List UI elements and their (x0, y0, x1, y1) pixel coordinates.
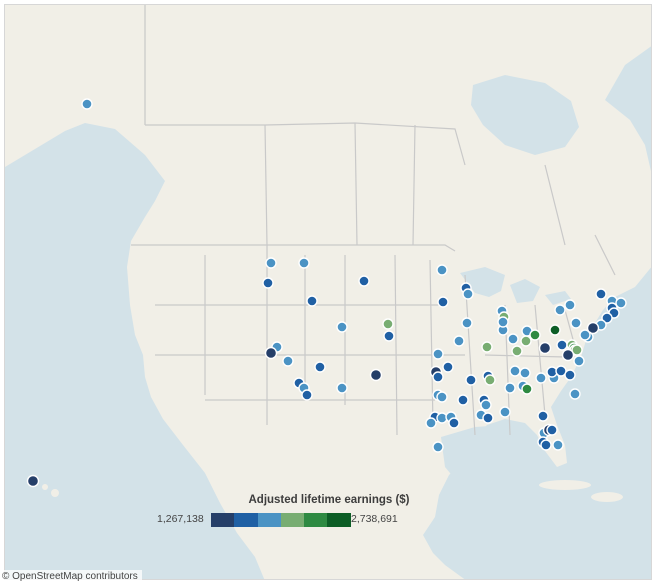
map-attribution[interactable]: © OpenStreetMap contributors (0, 570, 142, 583)
city-marker[interactable] (465, 374, 477, 386)
city-marker[interactable] (358, 275, 370, 287)
city-marker[interactable] (552, 439, 564, 451)
legend-color-scale (211, 513, 351, 527)
map-basemap (5, 5, 651, 579)
city-marker[interactable] (537, 410, 549, 422)
city-marker[interactable] (507, 333, 519, 345)
city-marker[interactable] (554, 304, 566, 316)
city-marker[interactable] (538, 341, 552, 355)
legend-swatch (280, 513, 305, 527)
city-marker[interactable] (535, 372, 547, 384)
city-marker[interactable] (540, 439, 552, 451)
water-gulf-of-mexico (441, 425, 537, 489)
marker-layer (26, 98, 627, 488)
city-marker[interactable] (336, 321, 348, 333)
legend-swatch (234, 513, 258, 527)
city-marker[interactable] (336, 382, 348, 394)
legend-swatch (304, 513, 328, 527)
legend-title: Adjusted lifetime earnings ($) (248, 494, 410, 506)
city-marker[interactable] (425, 417, 437, 429)
city-marker[interactable] (442, 361, 454, 373)
city-marker[interactable] (481, 341, 493, 353)
city-marker[interactable] (569, 388, 581, 400)
water-hudson-bay (471, 75, 579, 155)
city-marker[interactable] (81, 98, 93, 110)
city-marker[interactable] (436, 264, 448, 276)
city-marker[interactable] (521, 383, 533, 395)
city-marker[interactable] (461, 317, 473, 329)
city-marker[interactable] (519, 367, 531, 379)
city-marker[interactable] (615, 297, 627, 309)
city-marker[interactable] (437, 296, 449, 308)
city-marker[interactable] (497, 316, 509, 328)
city-marker[interactable] (26, 474, 40, 488)
legend-swatch (211, 513, 235, 527)
city-marker[interactable] (480, 399, 492, 411)
map-canvas[interactable] (4, 4, 652, 580)
legend-swatch (257, 513, 281, 527)
city-marker[interactable] (265, 257, 277, 269)
city-marker[interactable] (504, 382, 516, 394)
city-marker[interactable] (382, 318, 394, 330)
city-marker[interactable] (383, 330, 395, 342)
city-marker[interactable] (564, 299, 576, 311)
legend-min-label: 1,267,138 (157, 513, 204, 525)
city-marker[interactable] (436, 391, 448, 403)
city-marker[interactable] (298, 257, 310, 269)
city-marker[interactable] (282, 355, 294, 367)
city-marker[interactable] (264, 346, 278, 360)
city-marker[interactable] (306, 295, 318, 307)
city-marker[interactable] (499, 406, 511, 418)
city-marker[interactable] (509, 365, 521, 377)
city-marker[interactable] (453, 335, 465, 347)
legend-swatch (327, 513, 351, 527)
city-marker[interactable] (586, 321, 600, 335)
city-marker[interactable] (549, 324, 561, 336)
city-marker[interactable] (601, 312, 613, 324)
city-marker[interactable] (462, 288, 474, 300)
city-marker[interactable] (570, 317, 582, 329)
water-gulf-of-alaska (5, 145, 140, 210)
city-marker[interactable] (432, 371, 444, 383)
city-marker[interactable] (369, 368, 383, 382)
land-caribbean (539, 480, 623, 502)
city-marker[interactable] (448, 417, 460, 429)
city-marker[interactable] (529, 329, 541, 341)
city-marker[interactable] (561, 348, 575, 362)
city-marker[interactable] (556, 339, 568, 351)
city-marker[interactable] (482, 412, 494, 424)
city-marker[interactable] (564, 369, 576, 381)
city-marker[interactable] (511, 345, 523, 357)
city-marker[interactable] (457, 394, 469, 406)
land-north-america (5, 5, 651, 579)
city-marker[interactable] (432, 348, 444, 360)
city-marker[interactable] (571, 344, 583, 356)
city-marker[interactable] (546, 424, 558, 436)
city-marker[interactable] (595, 288, 607, 300)
city-marker[interactable] (314, 361, 326, 373)
water-great-lakes (460, 267, 571, 305)
city-marker[interactable] (432, 441, 444, 453)
city-marker[interactable] (573, 355, 585, 367)
city-marker[interactable] (579, 329, 591, 341)
city-marker[interactable] (262, 277, 274, 289)
city-marker[interactable] (301, 389, 313, 401)
city-marker[interactable] (484, 374, 496, 386)
city-marker[interactable] (520, 335, 532, 347)
legend-max-label: 2,738,691 (351, 513, 398, 525)
